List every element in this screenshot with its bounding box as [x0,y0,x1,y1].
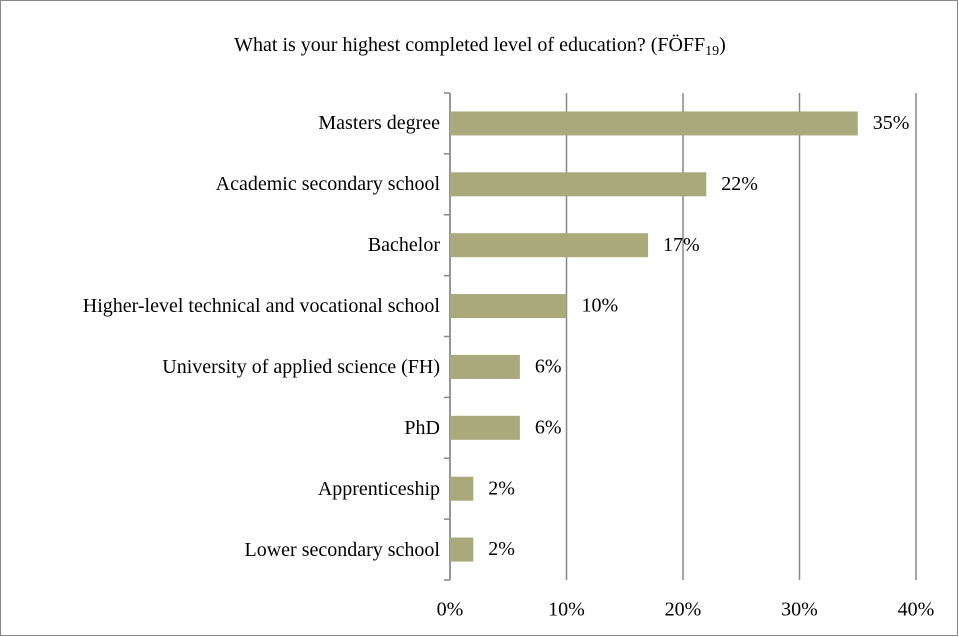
bar [450,111,858,136]
y-tick-label: Higher-level technical and vocational sc… [82,295,440,318]
bar [450,233,649,258]
data-label: 17% [663,234,700,256]
data-label: 2% [488,538,515,560]
data-label: 10% [582,295,619,317]
x-tick-label: 0% [437,599,464,621]
data-label: 6% [535,416,562,438]
y-tick-label: PhD [404,416,440,439]
title-subscript: 19 [705,44,719,59]
data-label: 22% [721,173,758,195]
x-tick-label: 10% [548,599,585,621]
y-tick-label: Apprenticeship [317,477,440,500]
bar [450,354,520,379]
bar [450,172,707,197]
y-tick-label: Bachelor [367,234,440,257]
title-main: What is your highest completed level of … [234,33,705,56]
data-label: 35% [873,112,910,134]
x-tick-label: 20% [665,599,702,621]
y-tick-label: Masters degree [318,112,440,135]
bar [450,294,567,319]
bar [450,476,474,501]
y-tick-label: University of applied science (FH) [162,355,440,378]
bar [450,537,474,562]
chart-title: What is your highest completed level of … [234,33,726,60]
title-end: ) [719,34,726,56]
data-label: 6% [535,356,562,378]
data-label: 2% [488,477,515,499]
y-tick-label: Academic secondary school [215,173,440,196]
y-tick-label: Lower secondary school [244,538,441,561]
x-tick-label: 30% [781,599,818,621]
bar [450,415,520,440]
x-tick-label: 40% [898,599,935,621]
